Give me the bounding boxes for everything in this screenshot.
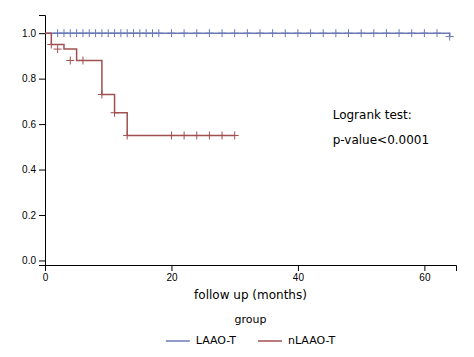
- censor-mark: [180, 29, 188, 37]
- legend-title: group: [235, 313, 267, 326]
- legend-label: LAAO-T: [196, 334, 236, 347]
- legend-item: LAAO-T: [166, 334, 236, 347]
- y-tick-mark: [39, 215, 45, 216]
- y-tick-label: 0.6: [22, 119, 36, 130]
- y-tick-mark: [39, 260, 45, 261]
- x-tick-label: 0: [43, 272, 49, 283]
- x-tick-label: 20: [166, 272, 178, 283]
- censor-mark: [231, 29, 239, 37]
- censor-mark: [319, 29, 327, 37]
- censor-mark: [193, 29, 201, 37]
- y-axis-line: [39, 16, 46, 266]
- y-tick: 1.0: [22, 28, 45, 39]
- censor-mark: [382, 29, 390, 37]
- censor-mark: [98, 91, 106, 99]
- x-tick: 20: [166, 265, 178, 283]
- censor-mark: [205, 131, 213, 139]
- x-tick-label: 60: [419, 272, 431, 283]
- censor-mark: [155, 29, 163, 37]
- y-tick: 0.4: [22, 164, 45, 175]
- censor-mark: [256, 29, 264, 37]
- censor-mark: [433, 29, 441, 37]
- y-tick: 0.8: [22, 73, 45, 84]
- y-tick-label: 1.0: [22, 28, 36, 39]
- y-axis: 0.0 0.2 0.4 0.6 0.8 1.0: [22, 16, 45, 267]
- censor-mark: [307, 29, 315, 37]
- y-tick: 0.2: [22, 210, 45, 221]
- legend-swatch: [166, 340, 190, 342]
- legend: group LAAO-T nLAAO-T: [166, 313, 336, 347]
- censor-mark: [243, 29, 251, 37]
- annotation: p-value<0.0001: [333, 133, 429, 147]
- annotation: Logrank test:: [333, 108, 412, 122]
- legend-items: LAAO-T nLAAO-T: [166, 334, 336, 347]
- y-tick: 0.6: [22, 119, 45, 130]
- censor-mark: [345, 29, 353, 37]
- censor-mark: [167, 29, 175, 37]
- censor-mark: [420, 29, 428, 37]
- x-tick-mark: [171, 265, 172, 271]
- censor-mark: [269, 29, 277, 37]
- censor-mark: [218, 131, 226, 139]
- y-tick-mark: [39, 170, 45, 171]
- chart: 0 20 40 60 0.0 0.2 0.4 0.6 0.8 1.0 follow up (mont…: [0, 0, 474, 357]
- censor-mark: [205, 29, 213, 37]
- censor-mark: [47, 41, 55, 49]
- censor-mark: [193, 131, 201, 139]
- x-tick: 0: [43, 265, 49, 283]
- y-tick-mark: [39, 124, 45, 125]
- censor-mark: [111, 109, 119, 117]
- censor-mark: [66, 56, 74, 64]
- censor-mark: [408, 29, 416, 37]
- legend-swatch: [258, 340, 282, 342]
- x-axis-title: follow up (months): [194, 288, 307, 302]
- censor-mark: [281, 29, 289, 37]
- y-tick: 0.0: [22, 255, 45, 266]
- x-tick-label: 40: [293, 272, 305, 283]
- y-tick-label: 0.8: [22, 73, 36, 84]
- censor-mark: [370, 29, 378, 37]
- censor-mark: [332, 29, 340, 37]
- censor-mark: [54, 45, 62, 53]
- x-axis: 0 20 40 60: [43, 265, 457, 283]
- y-tick-mark: [39, 33, 45, 34]
- marks: [45, 29, 454, 139]
- censor-mark: [123, 131, 131, 139]
- x-tick-mark: [298, 265, 299, 271]
- censor-mark: [357, 29, 365, 37]
- x-axis-line: [46, 266, 457, 272]
- y-tick-label: 0.2: [22, 210, 36, 221]
- y-tick-label: 0.4: [22, 164, 36, 175]
- y-tick-label: 0.0: [22, 255, 36, 266]
- legend-item: nLAAO-T: [258, 334, 335, 347]
- censor-mark: [395, 29, 403, 37]
- censor-mark: [167, 131, 175, 139]
- x-tick: 60: [419, 265, 431, 283]
- censor-mark: [446, 33, 454, 41]
- censor-mark: [294, 29, 302, 37]
- censor-mark: [180, 131, 188, 139]
- x-tick: 40: [293, 265, 305, 283]
- plot-area: 0 20 40 60 0.0 0.2 0.4 0.6 0.8 1.0 follow up (mont…: [22, 16, 456, 303]
- censor-mark: [79, 56, 87, 64]
- censor-mark: [218, 29, 226, 37]
- survival-line: [45, 33, 235, 135]
- x-tick-mark: [424, 265, 425, 271]
- legend-label: nLAAO-T: [288, 334, 335, 347]
- censor-mark: [231, 131, 239, 139]
- y-tick-mark: [39, 79, 45, 80]
